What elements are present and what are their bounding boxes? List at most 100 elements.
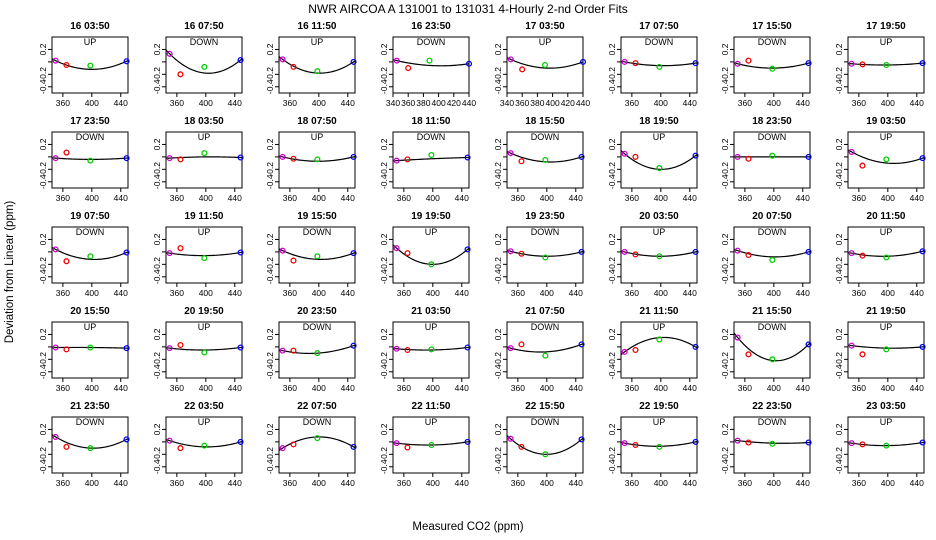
panel-direction: DOWN [76,132,105,142]
y-tick-label: -0.2 [265,447,275,462]
y-tick-label: -0.4 [379,459,389,474]
panel-direction: DOWN [303,322,332,332]
data-point [428,346,435,353]
panel: 18 03:50 UP -0.4-0.2 0.2 360 400 440 [152,116,244,203]
x-tick-label: 440 [683,288,697,298]
panel-title: 20 19:50 [184,306,224,317]
data-point [734,247,741,254]
panel-direction: DOWN [758,227,787,237]
data-point [123,436,130,443]
x-tick-label: 440 [683,478,697,488]
x-tick-label: 440 [576,98,590,108]
panel-frame [51,36,129,94]
data-point [518,250,525,257]
data-point [279,153,286,160]
data-point [237,249,244,256]
panel: 17 03:50 UP -0.4-0.2 0.2 340 360 380 400 420 440 [493,21,590,108]
y-tick-label: 0.2 [720,43,730,55]
panel-title: 18 19:50 [639,116,679,127]
x-tick-label: 400 [654,478,668,488]
y-tick-label: -0.4 [720,269,730,284]
y-tick-label: -0.4 [834,79,844,94]
panel-direction: DOWN [531,417,560,427]
panel: 21 03:50 UP -0.4-0.2 0.2 360 400 440 [379,306,471,393]
panel-frame [51,416,129,474]
data-point [507,248,514,255]
panel: 17 19:50 UP -0.4-0.2 0.2 360 400 440 [834,21,926,108]
y-tick-label: -0.2 [607,447,617,462]
panel-frame [278,36,356,94]
data-point [237,344,244,351]
panel: 22 23:50 DOWN -0.4-0.2 0.2 360 400 440 [720,401,812,488]
x-tick-label: 440 [341,478,355,488]
y-tick-label: -0.2 [493,447,503,462]
x-tick-label: 440 [796,98,810,108]
data-point [632,441,639,449]
x-tick-label: 440 [569,383,583,393]
x-tick-label: 400 [312,193,326,203]
x-tick-label: 360 [511,383,525,393]
y-tick-label: 0.2 [265,233,275,245]
data-point [769,256,776,264]
panel-frame [392,416,470,474]
data-point [919,155,926,162]
y-tick-label: -0.2 [152,352,162,367]
panel-title: 20 11:50 [867,211,906,222]
data-point [87,157,94,164]
x-tick-label: 400 [85,193,99,203]
y-tick-label: -0.4 [834,174,844,189]
panel-frame [392,226,470,284]
data-point [350,250,357,257]
y-tick-label: -0.4 [265,269,275,284]
chart-title: NWR AIRCOA A 131001 to 131031 4-Hourly 2… [308,2,628,16]
data-point [692,60,699,67]
x-tick-label: 440 [455,383,469,393]
data-point [859,351,866,358]
x-tick-label: 440 [228,193,242,203]
x-tick-label: 440 [228,98,242,108]
y-tick-label: 0.2 [38,138,48,150]
data-point [621,440,628,447]
x-tick-label: 360 [56,193,70,203]
data-point [578,248,585,255]
panel-frame [620,416,698,474]
y-tick-label: 0.2 [834,423,844,435]
y-tick-label: -0.2 [493,352,503,367]
data-point [578,436,585,443]
data-point [745,439,752,446]
y-tick-label: -0.4 [834,269,844,284]
panel: 22 11:50 UP -0.4-0.2 0.2 360 400 440 [379,401,471,488]
y-tick-label: -0.2 [152,67,162,82]
fit-curve [620,336,698,356]
x-tick-label: 440 [114,383,128,393]
y-axis-label: Deviation from Linear (ppm) [4,201,16,344]
y-tick-label: -0.2 [38,257,48,272]
panel-direction: UP [880,132,893,142]
panel: 20 15:50 UP -0.4-0.2 0.2 360 400 440 [38,306,130,393]
y-tick-label: -0.4 [834,364,844,379]
data-point [656,336,663,343]
x-tick-label: 400 [199,98,213,108]
panel-direction: UP [198,322,211,332]
y-tick-label: -0.2 [379,352,389,367]
y-tick-label: -0.4 [379,364,389,379]
x-tick-label: 400 [540,193,554,203]
x-tick-label: 440 [341,383,355,393]
x-tick-label: 400 [881,478,895,488]
data-point [621,348,628,355]
y-tick-label: 0.2 [607,138,617,150]
panel-title: 21 03:50 [411,306,451,317]
y-tick-label: -0.4 [493,174,503,189]
data-point [166,50,173,57]
data-point [883,346,890,353]
fit-curve [278,248,356,261]
data-point [883,61,890,69]
panel-title: 18 07:50 [297,116,337,127]
data-point [656,165,663,172]
data-point [279,347,286,354]
fit-curve [847,344,925,349]
panel: 22 15:50 DOWN -0.4-0.2 0.2 360 400 440 [493,401,585,488]
x-tick-label: 360 [625,98,639,108]
data-point [541,61,549,69]
y-tick-label: -0.4 [265,174,275,189]
